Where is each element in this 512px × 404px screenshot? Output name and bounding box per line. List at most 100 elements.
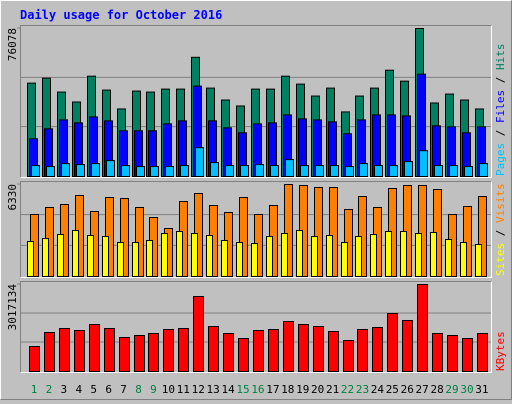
bar (102, 236, 109, 278)
bar (284, 184, 293, 277)
bar (253, 329, 264, 372)
bar (150, 166, 159, 177)
bar (132, 242, 139, 277)
x-tick-label: 3 (61, 383, 68, 396)
bar (146, 239, 153, 278)
bar (345, 166, 354, 177)
legend-entry: Hits (494, 44, 507, 71)
bar (434, 165, 443, 178)
bar (136, 166, 145, 177)
legend-entry: Visits (494, 183, 507, 223)
bar (161, 233, 168, 277)
bar (385, 231, 392, 277)
bar (148, 332, 159, 372)
x-tick-label: 13 (207, 383, 220, 396)
x-tick-label: 18 (281, 383, 294, 396)
bar (343, 339, 354, 372)
bar (418, 185, 427, 277)
bar (165, 166, 174, 177)
bar (311, 236, 318, 278)
panel-bevel (20, 181, 492, 278)
bar (329, 187, 338, 277)
bar (432, 332, 443, 372)
x-tick-label: 5 (90, 383, 97, 396)
x-tick-label: 15 (236, 383, 249, 396)
bar (477, 332, 488, 372)
bar (72, 230, 79, 277)
x-tick-label: 11 (177, 383, 190, 396)
x-tick-label: 29 (445, 383, 458, 396)
x-tick-label: 14 (221, 383, 235, 396)
y-tick-label: 76078 (6, 28, 19, 61)
x-tick-label: 27 (416, 383, 429, 396)
legend: Sites / Visits (494, 183, 507, 276)
bar (328, 330, 339, 373)
bar (314, 187, 323, 277)
bar (180, 165, 189, 178)
bar (251, 243, 258, 278)
bar (91, 163, 100, 178)
bar (449, 165, 458, 178)
bar (240, 165, 249, 178)
x-tick-label: 17 (266, 383, 279, 396)
bar (300, 165, 309, 178)
x-tick-label: 26 (401, 383, 414, 396)
bar (206, 234, 213, 277)
bar (374, 165, 383, 178)
bar (193, 295, 204, 373)
bar (419, 150, 428, 178)
bar (104, 327, 115, 373)
bar (447, 334, 458, 373)
legend: KBytes (494, 331, 507, 371)
x-tick-label: 9 (150, 383, 157, 396)
bar (370, 233, 377, 277)
bar (238, 337, 249, 373)
x-tick-label: 16 (251, 383, 264, 396)
bar (59, 327, 70, 373)
bar (445, 238, 452, 277)
bar (239, 197, 248, 278)
x-tick-label: 30 (460, 383, 473, 396)
panel-bevel (20, 281, 492, 373)
bar (42, 238, 49, 277)
legend-separator: / (494, 123, 507, 143)
bar (191, 233, 198, 277)
bar (225, 165, 234, 178)
bar (462, 337, 473, 373)
x-tick-label: 8 (135, 383, 142, 396)
bar (163, 328, 174, 372)
bar (27, 241, 34, 277)
bar (430, 232, 437, 278)
legend-entry: Files (494, 90, 507, 123)
legend-entry: Sites (494, 243, 507, 276)
bar (119, 336, 130, 372)
bar (389, 165, 398, 178)
x-tick-label: 7 (120, 383, 127, 396)
bar (44, 331, 55, 372)
bar (460, 242, 467, 277)
bar (285, 159, 294, 177)
bar (270, 165, 279, 178)
chart-title: Daily usage for October 2016 (20, 8, 222, 22)
bar (359, 163, 368, 178)
bar (135, 207, 144, 277)
bar (357, 328, 368, 372)
y-tick-label: 3017134 (6, 284, 19, 331)
bar (46, 166, 55, 177)
legend: Pages / Files / Hits (494, 44, 507, 177)
x-tick-label: 24 (371, 383, 385, 396)
bar (281, 233, 288, 277)
bar (121, 165, 130, 178)
bar (475, 243, 482, 278)
bar (283, 320, 294, 373)
x-tick-label: 2 (46, 383, 53, 396)
bar (326, 234, 333, 277)
panel-bevel (20, 25, 492, 178)
x-tick-label: 28 (430, 383, 443, 396)
bar (178, 327, 189, 373)
bar (372, 326, 383, 373)
bar (74, 329, 85, 372)
